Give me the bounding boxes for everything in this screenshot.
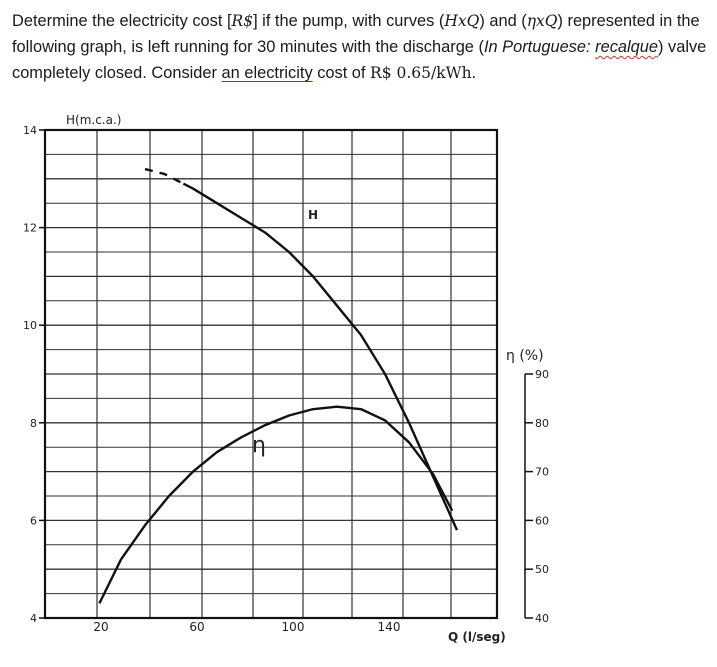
question-part: ) and ( <box>479 12 527 30</box>
q-tick-label: 100 <box>282 620 305 634</box>
h-tick-label: 10 <box>23 319 37 332</box>
eta-curve-label: η <box>252 433 266 458</box>
question-part: ] if the pump, with curves ( <box>253 12 445 30</box>
question-text: Determine the electricity cost [R$] if t… <box>12 8 712 86</box>
question-part: . <box>471 64 477 82</box>
q-axis-ticks: 20 60 100 140 <box>93 620 400 634</box>
h-curve-label: H <box>308 208 318 222</box>
pump-curve-chart: 14 12 10 8 6 4 20 60 100 140 90 80 70 60 50 40 H(m.c.… <box>23 113 549 644</box>
eta-tick-label: 50 <box>535 563 549 576</box>
electricity-price: R$ 0.65/kWh <box>370 64 472 82</box>
h-curve-line <box>182 182 459 531</box>
eta-tick-label: 80 <box>535 417 549 430</box>
recalque-term: recalque <box>595 38 658 56</box>
pump-curve-graph: 14 12 10 8 6 4 20 60 100 140 90 80 70 60 50 40 H(m.c.… <box>0 105 717 662</box>
h-tick-label: 4 <box>30 612 37 625</box>
eta-tick-label: 90 <box>535 368 549 381</box>
eta-tick-label: 70 <box>535 466 549 479</box>
h-axis-ticks: 14 12 10 8 6 4 <box>23 124 45 625</box>
y-axis-label: H(m.c.a.) <box>66 113 121 127</box>
x-axis-label: Q (l/seg) <box>448 630 506 644</box>
h-tick-label: 12 <box>23 222 37 235</box>
h-tick-label: 8 <box>30 417 37 430</box>
eta-curve-line <box>98 405 454 604</box>
h-tick-label: 6 <box>30 514 37 527</box>
eta-tick-label: 60 <box>535 514 549 527</box>
eta-axis-label: η (%) <box>506 348 544 364</box>
q-tick-label: 20 <box>93 620 108 634</box>
plot-frame <box>43 128 499 620</box>
portuguese-note: In Portuguese: <box>483 38 591 56</box>
chart-series <box>98 167 459 604</box>
h-curve-dashed <box>144 167 184 185</box>
eta-tick-label: 40 <box>535 612 549 625</box>
curve-eta-name: ηxQ <box>526 12 558 30</box>
question-part: Determine the electricity cost [ <box>12 12 232 30</box>
underlined-phrase: an electricity <box>221 64 313 82</box>
curve-h-name: HxQ <box>444 12 480 30</box>
currency-unit: R$ <box>231 12 254 30</box>
question-part: ) represented in the following graph, is… <box>12 12 700 56</box>
q-tick-label: 60 <box>189 620 204 634</box>
question-part: cost of <box>312 64 371 82</box>
chart-grid <box>45 130 497 618</box>
q-tick-label: 140 <box>378 620 401 634</box>
eta-axis: 90 80 70 60 50 40 <box>524 368 549 625</box>
question-part: ) valve completely closed. Consider <box>12 38 707 82</box>
h-tick-label: 14 <box>23 124 37 137</box>
